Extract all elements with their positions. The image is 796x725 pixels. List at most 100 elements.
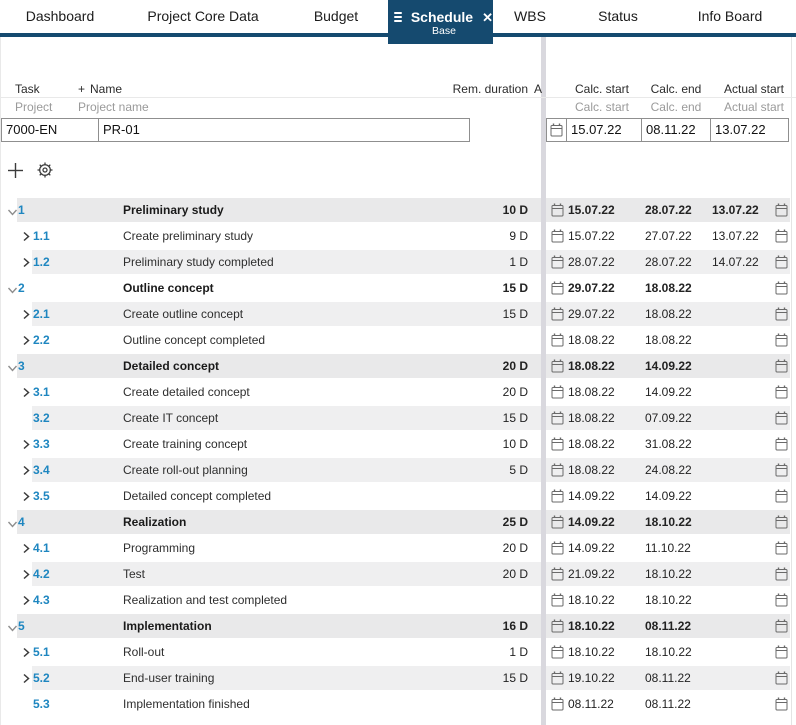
column-header-actual-start[interactable]: Actual start [723,82,785,96]
calendar-icon[interactable] [551,307,564,324]
calendar-icon[interactable] [551,255,564,272]
chevron-right-icon[interactable] [22,595,31,609]
calendar-icon[interactable] [551,671,564,688]
calendar-icon[interactable] [775,385,788,402]
calendar-icon[interactable] [551,541,564,558]
calendar-icon[interactable] [775,463,788,480]
column-header-a-clipped[interactable]: A [534,82,543,96]
project-calc-end-field[interactable]: 08.11.22 [641,119,710,141]
calendar-icon[interactable] [775,229,788,246]
calendar-icon[interactable] [551,411,564,428]
calendar-icon[interactable] [775,541,788,558]
calendar-icon[interactable] [551,203,564,220]
hamburger-menu-icon[interactable] [394,10,402,24]
tab-project-core-data[interactable]: Project Core Data [147,8,259,24]
task-row[interactable]: 5.3 Implementation finished 08.11.22 08.… [0,691,796,717]
task-row[interactable]: 3.2 Create IT concept 15 D 18.08.22 07.0… [0,405,796,431]
calendar-icon[interactable] [551,333,564,350]
chevron-right-icon[interactable] [22,387,31,401]
calendar-icon[interactable] [775,411,788,428]
calendar-icon[interactable] [551,437,564,454]
calendar-icon[interactable] [775,593,788,610]
chevron-down-icon[interactable] [7,206,18,220]
column-header-rem-duration[interactable]: Rem. duration [452,82,528,96]
task-row[interactable]: 2.2 Outline concept completed 18.08.22 1… [0,327,796,353]
task-row[interactable]: 2.1 Create outline concept 15 D 29.07.22… [0,301,796,327]
calendar-icon[interactable] [551,385,564,402]
calendar-icon[interactable] [775,437,788,454]
chevron-right-icon[interactable] [22,647,31,661]
tab-budget[interactable]: Budget [313,8,359,24]
task-row[interactable]: 4 Realization 25 D 14.09.22 18.10.22 [0,509,796,535]
calendar-icon[interactable] [551,489,564,506]
calendar-icon[interactable] [775,307,788,324]
calendar-icon[interactable] [775,203,788,220]
chevron-right-icon[interactable] [22,309,31,323]
gear-icon[interactable] [36,161,54,179]
close-tab-icon[interactable]: ✕ [482,9,493,25]
calendar-icon[interactable] [775,489,788,506]
task-row[interactable]: 3.1 Create detailed concept 20 D 18.08.2… [0,379,796,405]
panel-splitter[interactable] [541,37,546,725]
task-row[interactable]: 1.1 Create preliminary study 9 D 15.07.2… [0,223,796,249]
task-row[interactable]: 1.2 Preliminary study completed 1 D 28.0… [0,249,796,275]
task-row[interactable]: 4.2 Test 20 D 21.09.22 18.10.22 [0,561,796,587]
chevron-down-icon[interactable] [7,362,18,376]
chevron-right-icon[interactable] [22,491,31,505]
calendar-icon[interactable] [775,333,788,350]
calendar-icon[interactable] [775,619,788,636]
column-header-task[interactable]: Task [15,82,40,96]
chevron-down-icon[interactable] [7,518,18,532]
task-row[interactable]: 3.5 Detailed concept completed 14.09.22 … [0,483,796,509]
tab-info-board[interactable]: Info Board [697,8,763,24]
calendar-icon[interactable] [551,229,564,246]
calendar-icon[interactable] [775,567,788,584]
calendar-icon[interactable] [551,281,564,298]
add-column-icon[interactable]: + [78,82,86,96]
calendar-icon[interactable] [551,463,564,480]
calendar-icon[interactable] [551,619,564,636]
task-row[interactable]: 2 Outline concept 15 D 29.07.22 18.08.22 [0,275,796,301]
task-row[interactable]: 4.1 Programming 20 D 14.09.22 11.10.22 [0,535,796,561]
calendar-icon[interactable] [775,697,788,714]
task-row[interactable]: 4.3 Realization and test completed 18.10… [0,587,796,613]
project-actual-start-field[interactable]: 13.07.22 [710,119,788,141]
calendar-icon[interactable] [775,281,788,298]
calendar-icon[interactable] [551,515,564,532]
chevron-right-icon[interactable] [22,543,31,557]
project-name-field[interactable]: PR-01 [98,119,469,141]
add-task-button[interactable] [7,162,24,179]
calendar-icon[interactable] [775,359,788,376]
chevron-right-icon[interactable] [22,257,31,271]
task-row[interactable]: 3.3 Create training concept 10 D 18.08.2… [0,431,796,457]
chevron-right-icon[interactable] [22,673,31,687]
project-calc-start-field[interactable]: 15.07.22 [566,119,641,141]
calendar-icon[interactable] [775,515,788,532]
calendar-icon[interactable] [551,645,564,662]
calendar-icon[interactable] [547,119,566,141]
task-row[interactable]: 1 Preliminary study 10 D 15.07.22 28.07.… [0,197,796,223]
task-row[interactable]: 5.2 End-user training 15 D 19.10.22 08.1… [0,665,796,691]
tab-wbs[interactable]: WBS [514,8,546,24]
column-header-calc-start[interactable]: Calc. start [574,82,629,96]
tab-schedule[interactable]: Schedule ✕ Base [388,0,493,44]
calendar-icon[interactable] [551,359,564,376]
project-id-field[interactable]: 7000-EN [6,122,58,137]
chevron-down-icon[interactable] [7,622,18,636]
column-header-calc-end[interactable]: Calc. end [650,82,702,96]
calendar-icon[interactable] [775,671,788,688]
task-row[interactable]: 3.4 Create roll-out planning 5 D 18.08.2… [0,457,796,483]
chevron-right-icon[interactable] [22,465,31,479]
chevron-right-icon[interactable] [22,231,31,245]
task-row[interactable]: 5 Implementation 16 D 18.10.22 08.11.22 [0,613,796,639]
tab-dashboard[interactable]: Dashboard [25,8,95,24]
column-header-name[interactable]: Name [90,82,123,96]
tab-status[interactable]: Status [598,8,638,24]
task-row[interactable]: 3 Detailed concept 20 D 18.08.22 14.09.2… [0,353,796,379]
chevron-right-icon[interactable] [22,439,31,453]
calendar-icon[interactable] [775,255,788,272]
calendar-icon[interactable] [775,645,788,662]
chevron-down-icon[interactable] [7,284,18,298]
task-row[interactable]: 5.1 Roll-out 1 D 18.10.22 18.10.22 [0,639,796,665]
chevron-right-icon[interactable] [22,335,31,349]
